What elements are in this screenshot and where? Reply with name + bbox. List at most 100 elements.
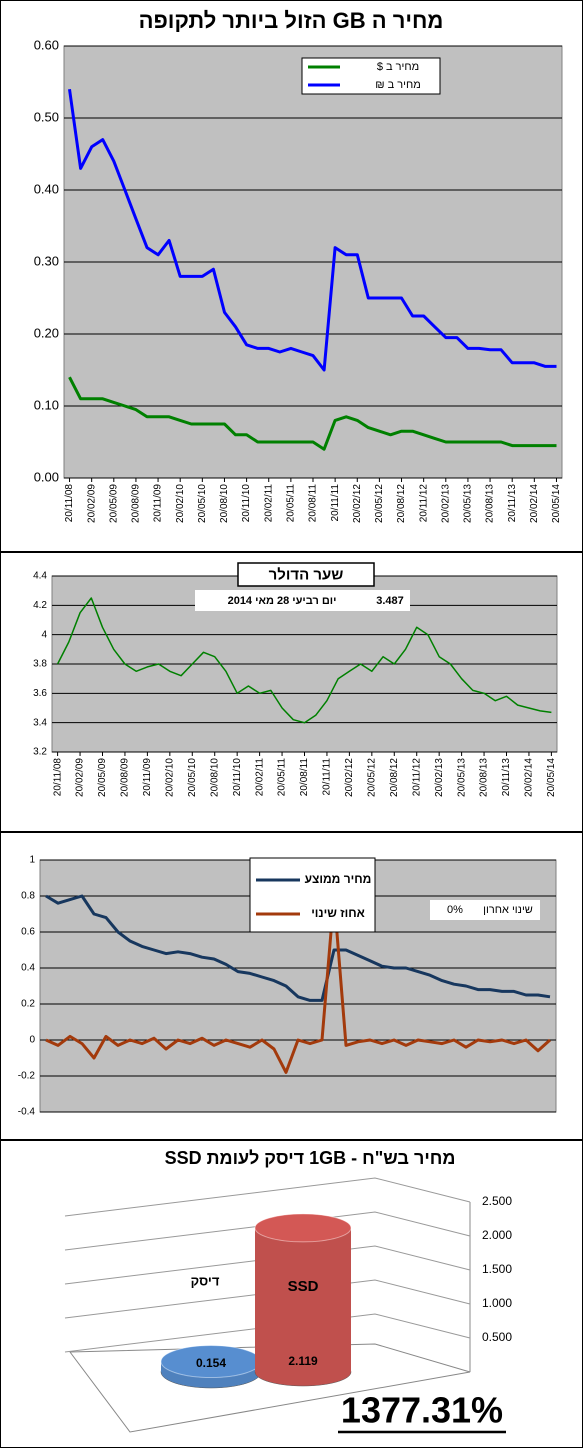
x-tick-label: 20/08/13: [479, 758, 490, 797]
x-tick-label: 20/02/14: [529, 484, 540, 523]
grid-line: [64, 1313, 471, 1353]
x-tick-label: 20/05/14: [551, 484, 562, 523]
legend-label: מחיר ממוצע: [305, 872, 372, 886]
cylinder: [255, 1227, 351, 1372]
x-tick-label: 20/02/12: [344, 758, 355, 797]
x-tick-label: 20/11/08: [64, 484, 75, 523]
y-tick-label: 3.8: [33, 659, 47, 670]
grid-line: [64, 1279, 471, 1319]
x-tick-label: 20/05/11: [277, 758, 288, 797]
x-tick-label: 20/11/11: [330, 484, 341, 522]
y-tick-label: 0.2: [21, 999, 35, 1010]
y-tick-label: 0.10: [34, 397, 59, 412]
x-tick-label: 20/11/13: [501, 758, 512, 797]
y-tick-label: 0: [29, 1035, 35, 1046]
y-tick-label: 4.4: [33, 571, 47, 582]
x-tick-label: 20/08/13: [485, 484, 496, 523]
x-tick-label: 20/11/09: [153, 484, 164, 523]
y-tick-label: 4.2: [33, 600, 47, 611]
y-tick-label: 3.4: [33, 717, 47, 728]
annotation: שינוי אחרון: [483, 904, 533, 916]
chart-title: מחיר ה GB הזול ביותר לתקופה: [139, 8, 444, 33]
x-tick-label: 20/08/10: [219, 484, 230, 523]
y-tick-label: 0.500: [482, 1330, 512, 1344]
y-tick-label: -0.2: [18, 1071, 36, 1082]
category-label: SSD: [288, 1278, 319, 1295]
x-tick-label: 20/05/12: [374, 484, 385, 523]
legend-label: מחיר ב $: [377, 61, 419, 73]
x-tick-label: 20/05/10: [187, 758, 198, 797]
y-tick-label: 0.00: [34, 469, 59, 484]
y-tick-label: 3.6: [33, 688, 47, 699]
legend-box: [249, 857, 376, 933]
x-tick-label: 20/11/12: [411, 758, 422, 797]
x-tick-label: 20/05/09: [108, 484, 119, 523]
x-tick-label: 20/05/09: [97, 758, 108, 797]
y-tick-label: 1: [29, 855, 35, 866]
x-tick-label: 20/08/11: [299, 758, 310, 797]
y-tick-label: 1.000: [482, 1296, 512, 1310]
y-tick-label: 2.000: [482, 1228, 512, 1242]
x-tick-label: 20/02/10: [164, 758, 175, 797]
series-line: [68, 376, 557, 451]
x-tick-label: 20/02/11: [254, 758, 265, 797]
y-tick-label: 2.500: [482, 1194, 512, 1208]
x-tick-label: 20/02/09: [86, 484, 97, 523]
y-tick-label: 0.50: [34, 109, 59, 124]
series-line: [56, 597, 552, 724]
y-tick-label: 1.500: [482, 1262, 512, 1276]
grid-line: [64, 1245, 471, 1285]
legend-label: מחיר ב ₪: [375, 79, 421, 91]
x-tick-label: 20/11/11: [322, 758, 333, 796]
y-tick-label: 0.6: [21, 927, 35, 938]
series-line: [45, 894, 551, 1002]
x-tick-label: 20/08/12: [396, 484, 407, 523]
series-line: [45, 894, 552, 1074]
y-tick-label: 4: [41, 629, 47, 640]
x-tick-label: 20/11/10: [241, 484, 252, 523]
legend-box: [301, 57, 441, 95]
annotation: 0%: [447, 904, 463, 916]
x-tick-label: 20/05/10: [197, 484, 208, 523]
chart-title: מחיר בש"ח - 1GB דיסק לעומת SSD: [165, 1148, 456, 1168]
y-tick-label: 3.2: [33, 747, 47, 758]
x-tick-label: 20/02/11: [263, 484, 274, 523]
x-tick-label: 20/08/11: [308, 484, 319, 523]
x-tick-label: 20/08/09: [120, 758, 131, 797]
x-tick-label: 20/11/13: [507, 484, 518, 523]
x-tick-label: 20/11/12: [418, 484, 429, 523]
chart-title: שער הדולר: [269, 566, 344, 583]
x-tick-label: 20/02/12: [352, 484, 363, 523]
legend-label: אחוז שינוי: [311, 906, 365, 920]
x-tick-label: 20/11/09: [142, 758, 153, 797]
category-label: דיסק: [191, 1273, 220, 1288]
y-tick-label: 0.8: [21, 891, 35, 902]
annotation-box: [195, 590, 410, 611]
title-box: [237, 562, 375, 587]
x-tick-label: 20/05/11: [286, 484, 297, 523]
x-tick-label: 20/02/09: [75, 758, 86, 797]
annotation: יום רביעי 28 מאי 2014: [228, 595, 337, 607]
value-label: 2.119: [288, 1354, 318, 1368]
value-label: 0.154: [196, 1356, 226, 1370]
annotation: 3.487: [376, 595, 404, 607]
x-tick-label: 20/05/13: [456, 758, 467, 797]
x-tick-label: 20/08/09: [131, 484, 142, 523]
x-tick-label: 20/02/10: [175, 484, 186, 523]
grid-line: [64, 1211, 471, 1251]
y-tick-label: 0.60: [34, 37, 59, 52]
grid-line: [64, 1177, 471, 1217]
x-tick-label: 20/02/13: [440, 484, 451, 523]
x-tick-label: 20/11/10: [232, 758, 243, 797]
y-tick-label: 0.4: [21, 963, 35, 974]
series-line: [68, 88, 557, 372]
x-tick-label: 20/08/12: [389, 758, 400, 797]
x-tick-label: 20/02/14: [524, 758, 535, 797]
x-tick-label: 20/05/14: [546, 758, 557, 797]
annotation-box: [430, 900, 540, 920]
x-tick-label: 20/11/08: [52, 758, 63, 797]
x-tick-label: 20/05/12: [366, 758, 377, 797]
y-tick-label: 0.30: [34, 253, 59, 268]
